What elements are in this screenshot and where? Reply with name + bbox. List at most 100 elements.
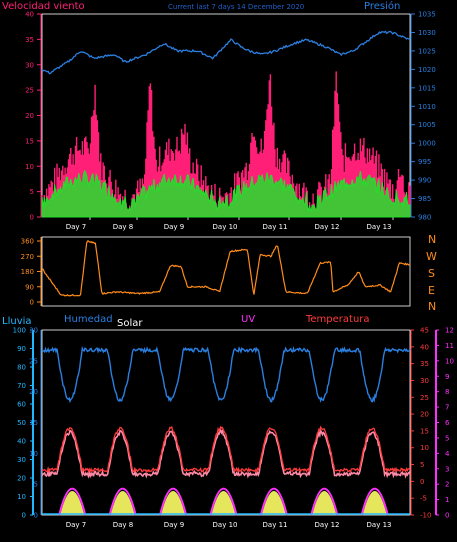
uv-tick-label: 5 bbox=[445, 434, 449, 442]
wind-tick-label: 25 bbox=[25, 87, 34, 95]
rain-tick-label: 20 bbox=[17, 475, 26, 483]
uv-title: UV bbox=[241, 314, 255, 325]
uv-tick-label: 8 bbox=[445, 388, 449, 396]
direction-tick-label: 360 bbox=[21, 238, 34, 246]
uv-hump bbox=[159, 487, 188, 516]
uv-hump bbox=[310, 487, 339, 516]
conditions-panel-frame bbox=[41, 329, 411, 516]
temperature-tick-label: 5 bbox=[420, 461, 424, 469]
temperature-tick-label: 0 bbox=[420, 478, 424, 486]
uv-tick-label: 9 bbox=[445, 373, 449, 381]
wind-title: Velocidad viento bbox=[2, 1, 85, 12]
wind-tick-label: 40 bbox=[25, 11, 34, 19]
rain-tick-label: 50 bbox=[17, 419, 26, 427]
pressure-tick-label: 1010 bbox=[418, 103, 436, 111]
wind-tick-label: 15 bbox=[25, 137, 34, 145]
direction-tick-label: 180 bbox=[21, 268, 34, 276]
pressure-tick-label: 1035 bbox=[418, 11, 436, 19]
uv-hump bbox=[209, 487, 238, 516]
dir-label-n2: N bbox=[428, 300, 436, 313]
day-label-top: Day 10 bbox=[213, 223, 238, 231]
day-label-top: Day 7 bbox=[66, 223, 87, 231]
temperature-tick-label: -5 bbox=[420, 495, 427, 503]
dir-label-e: E bbox=[428, 284, 435, 297]
temperature-title: Temperatura bbox=[305, 314, 370, 325]
humidity-tick-label: 10 bbox=[29, 450, 38, 458]
temperature-tick-label: 30 bbox=[420, 377, 429, 385]
solar-hump bbox=[211, 491, 236, 515]
uv-tick-label: 7 bbox=[445, 404, 449, 412]
uv-hump bbox=[259, 487, 288, 516]
humidity-title: Humedad bbox=[64, 314, 113, 325]
day-label-top: Day 13 bbox=[367, 223, 392, 231]
day-label-top: Day 12 bbox=[315, 223, 340, 231]
uv-hump bbox=[58, 487, 87, 516]
uv-tick-label: 11 bbox=[445, 342, 454, 350]
uv-tick-label: 4 bbox=[445, 450, 450, 458]
chart-caption: Current last 7 days 14 December 2020 bbox=[168, 3, 304, 11]
solar-hump bbox=[261, 491, 286, 515]
day-labels: Day 7 Day 7 Day 8 Day 8 Day 9 Day 9 Day 10 Day … bbox=[66, 223, 392, 529]
uv-hump bbox=[108, 487, 137, 516]
rain-tick-label: 0 bbox=[22, 512, 26, 520]
humidity-tick-label: 20 bbox=[29, 388, 38, 396]
day-label-top: Day 8 bbox=[113, 223, 134, 231]
pressure-title: Presión bbox=[364, 0, 400, 12]
dir-label-s: S bbox=[428, 267, 435, 280]
direction-tick-label: 270 bbox=[21, 253, 34, 261]
uv-tick-label: 1 bbox=[445, 496, 449, 504]
humidity-series bbox=[41, 345, 411, 404]
wind-tick-label: 35 bbox=[25, 36, 34, 44]
uv-tick-label: 6 bbox=[445, 419, 450, 427]
wind-tick-label: 30 bbox=[25, 61, 34, 69]
wind-tick-label: 10 bbox=[25, 163, 34, 171]
solar-hump bbox=[312, 491, 337, 515]
pressure-tick-label: 1015 bbox=[418, 84, 436, 92]
axis-ticks: 0510152025303540980985990995100010051010… bbox=[13, 11, 454, 520]
pressure-tick-label: 1000 bbox=[418, 140, 436, 148]
day-label-top: Day 9 bbox=[164, 223, 185, 231]
pressure-tick-label: 1030 bbox=[418, 29, 436, 37]
humidity-tick-label: 30 bbox=[29, 327, 38, 335]
pressure-tick-label: 1005 bbox=[418, 121, 436, 129]
data-series bbox=[41, 30, 411, 516]
direction-tick-label: 0 bbox=[30, 299, 34, 307]
rain-tick-label: 80 bbox=[17, 364, 26, 372]
pressure-tick-label: 990 bbox=[418, 177, 431, 185]
pressure-tick-label: 980 bbox=[418, 214, 431, 222]
solar-hump bbox=[60, 491, 85, 515]
wind-tick-label: 20 bbox=[25, 112, 34, 120]
day-label-bottom: Day 10 bbox=[213, 521, 238, 529]
day-label-bottom: Day 9 bbox=[164, 521, 185, 529]
solar-hump bbox=[362, 491, 387, 515]
temperature-series bbox=[41, 425, 411, 474]
uv-tick-label: 0 bbox=[445, 512, 449, 520]
uv-tick-label: 2 bbox=[445, 481, 449, 489]
temperature-tick-label: -10 bbox=[420, 512, 431, 520]
temperature-tick-label: 45 bbox=[420, 327, 429, 335]
pressure-tick-label: 1025 bbox=[418, 47, 436, 55]
pressure-tick-label: 1020 bbox=[418, 66, 436, 74]
wind-average-series bbox=[41, 169, 411, 218]
day-label-top: Day 11 bbox=[263, 223, 288, 231]
day-label-bottom: Day 7 bbox=[66, 521, 87, 529]
temperature-tick-label: 10 bbox=[420, 444, 429, 452]
wind-tick-label: 0 bbox=[30, 214, 34, 222]
rain-tick-label: 70 bbox=[17, 382, 26, 390]
uv-hump bbox=[360, 487, 389, 516]
solar-hump bbox=[110, 491, 135, 515]
rain-tick-label: 60 bbox=[17, 401, 26, 409]
uv-tick-label: 10 bbox=[445, 357, 454, 365]
pressure-series bbox=[41, 30, 411, 75]
pressure-tick-label: 995 bbox=[418, 158, 431, 166]
day-label-bottom: Day 8 bbox=[113, 521, 134, 529]
temperature-tick-label: 20 bbox=[420, 411, 429, 419]
rain-tick-label: 30 bbox=[17, 456, 26, 464]
temperature-tick-label: 40 bbox=[420, 343, 429, 351]
solar-hump bbox=[161, 491, 186, 515]
humidity-tick-label: 0 bbox=[34, 512, 38, 520]
temperature-tick-label: 25 bbox=[420, 394, 429, 402]
solar-title: Solar bbox=[117, 318, 143, 329]
day-label-bottom: Day 12 bbox=[315, 521, 340, 529]
